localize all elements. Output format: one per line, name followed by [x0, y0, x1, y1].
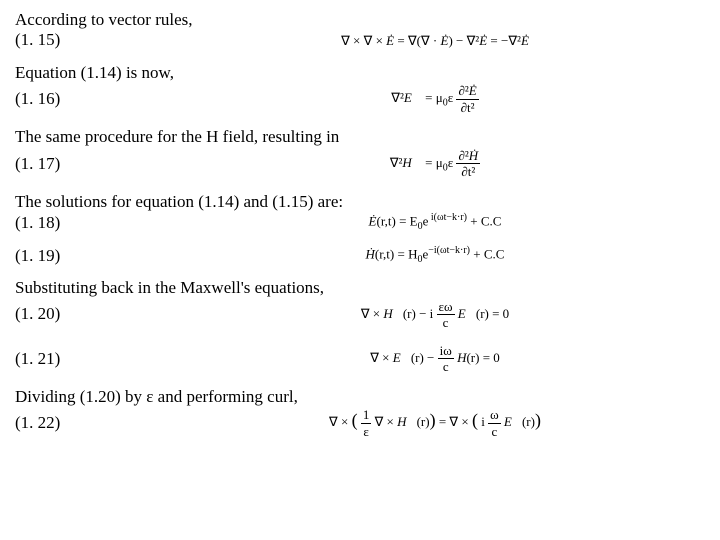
equation-block-1: Equation (1.14) is now,(1. 16)∇²E⃗ = μ0ε… — [15, 63, 705, 116]
equation-number: (1. 19) — [15, 246, 165, 266]
equation-block-5: Substituting back in the Maxwell's equat… — [15, 278, 705, 331]
equation-number: (1. 21) — [15, 349, 165, 369]
equation-formula: ∇ × E⃗(r) − iωc H(r) = 0 — [165, 343, 705, 375]
equation-row: (1. 16)∇²E⃗ = μ0ε ∂²Ė∂t² — [15, 83, 705, 115]
equation-formula: Ḣ(r,t) = H0e−i(ωt−k·r) + C.C — [165, 245, 705, 266]
equation-row: (1. 17)∇²H⃗ = μ0ε ∂²Ḣ∂t² — [15, 148, 705, 180]
equation-number: (1. 18) — [15, 213, 165, 233]
equation-number: (1. 17) — [15, 154, 165, 174]
equation-block-4: (1. 19)Ḣ(r,t) = H0e−i(ωt−k·r) + C.C — [15, 245, 705, 266]
equation-block-2: The same procedure for the H field, resu… — [15, 127, 705, 180]
equation-row: (1. 15)∇ × ∇ × Ė = ∇(∇ · Ė) − ∇²Ė = −∇²Ė — [15, 30, 705, 50]
equation-formula: ∇ × ∇ × Ė = ∇(∇ · Ė) − ∇²Ė = −∇²Ė — [165, 33, 705, 49]
equation-row: (1. 19)Ḣ(r,t) = H0e−i(ωt−k·r) + C.C — [15, 245, 705, 266]
equation-formula: ∇²E⃗ = μ0ε ∂²Ė∂t² — [165, 83, 705, 115]
equation-block-7: Dividing (1.20) by ε and performing curl… — [15, 387, 705, 440]
equation-formula: ∇ × ( 1ε ∇ × H⃗(r)) = ∇ × ( i ωc E⃗(r)) — [165, 407, 705, 439]
intro-text: The same procedure for the H field, resu… — [15, 127, 705, 147]
equation-formula: ∇²H⃗ = μ0ε ∂²Ḣ∂t² — [165, 148, 705, 180]
equation-formula: ∇ × H⃗(r) − i εωc E⃗(r) = 0 — [165, 299, 705, 331]
intro-text: Substituting back in the Maxwell's equat… — [15, 278, 705, 298]
intro-text: According to vector rules, — [15, 10, 705, 30]
equation-block-0: According to vector rules,(1. 15)∇ × ∇ ×… — [15, 10, 705, 51]
equation-number: (1. 20) — [15, 304, 165, 324]
equation-formula: Ė(r,t) = E0e i(ωt−k·r) + C.C — [165, 212, 705, 233]
equation-row: (1. 21)∇ × E⃗(r) − iωc H(r) = 0 — [15, 343, 705, 375]
intro-text: Equation (1.14) is now, — [15, 63, 705, 83]
equation-row: (1. 22)∇ × ( 1ε ∇ × H⃗(r)) = ∇ × ( i ωc … — [15, 407, 705, 439]
intro-text: The solutions for equation (1.14) and (1… — [15, 192, 705, 212]
equation-number: (1. 22) — [15, 413, 165, 433]
equation-number: (1. 15) — [15, 30, 165, 50]
equation-number: (1. 16) — [15, 89, 165, 109]
equation-row: (1. 20)∇ × H⃗(r) − i εωc E⃗(r) = 0 — [15, 299, 705, 331]
intro-text: Dividing (1.20) by ε and performing curl… — [15, 387, 705, 407]
equation-row: (1. 18)Ė(r,t) = E0e i(ωt−k·r) + C.C — [15, 212, 705, 233]
equation-block-3: The solutions for equation (1.14) and (1… — [15, 192, 705, 233]
equation-block-6: (1. 21)∇ × E⃗(r) − iωc H(r) = 0 — [15, 343, 705, 375]
